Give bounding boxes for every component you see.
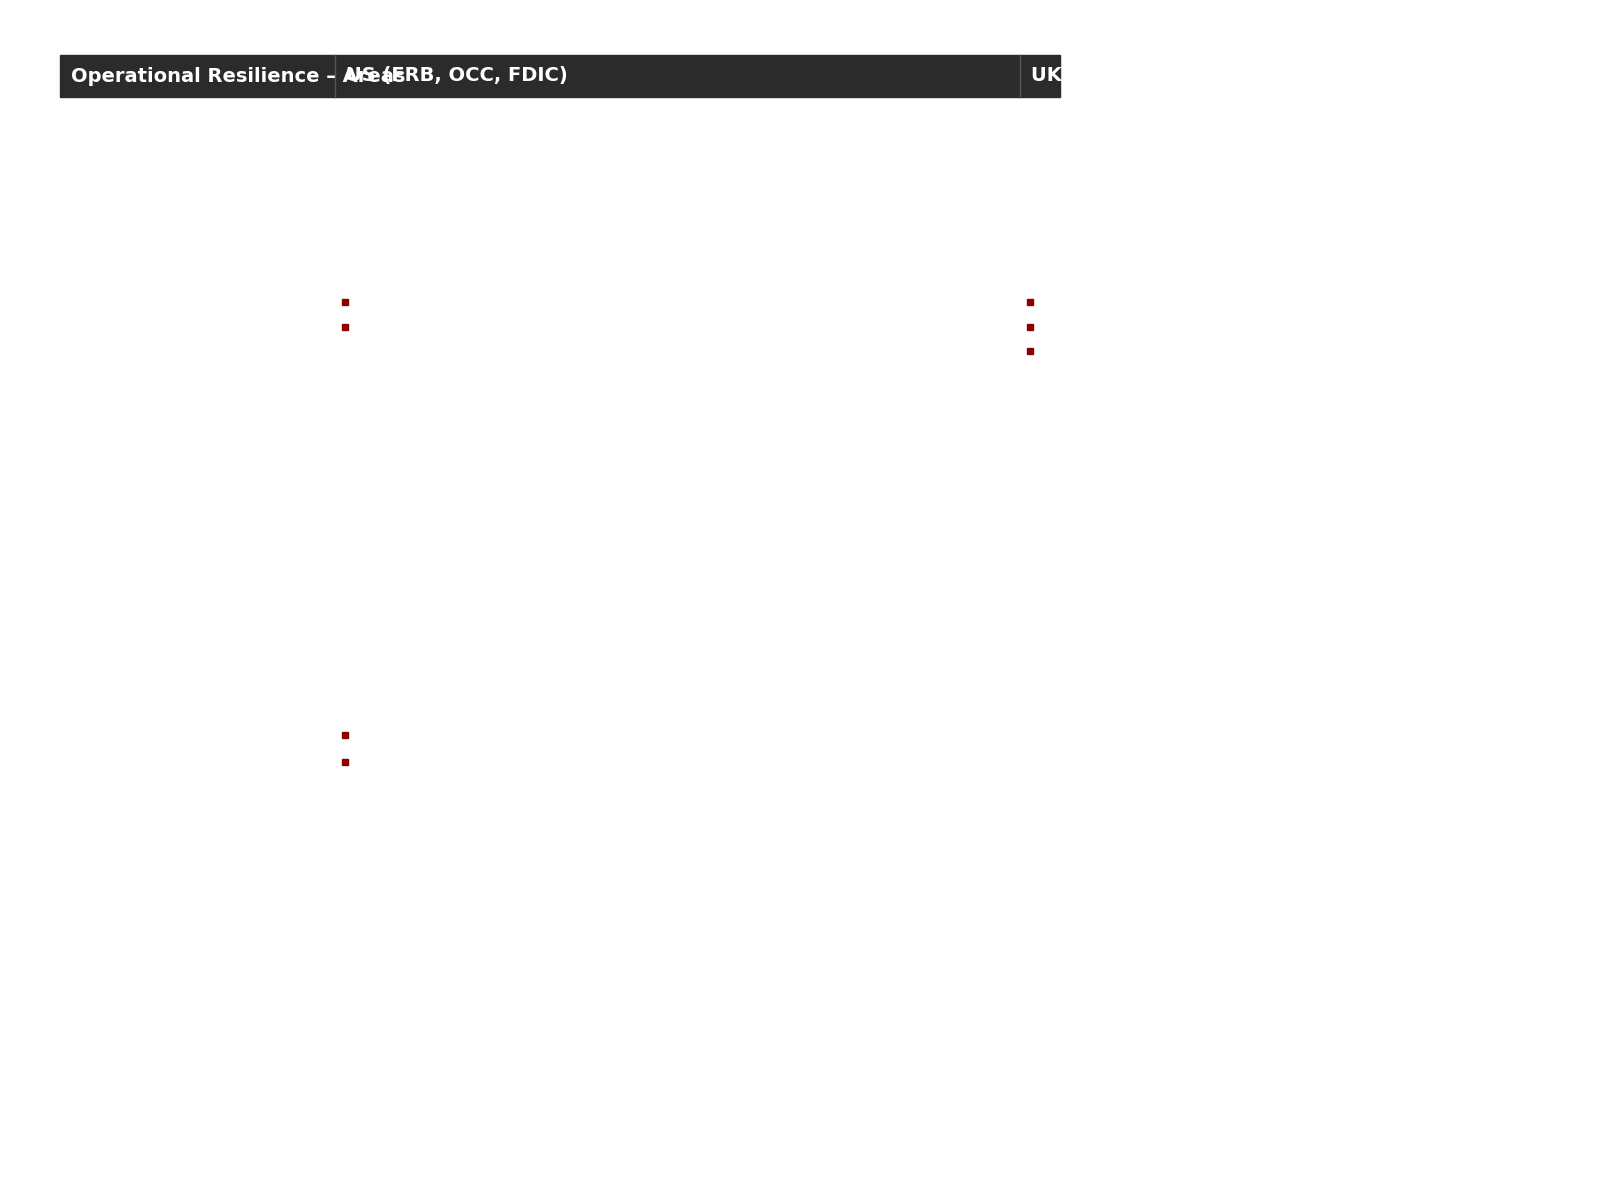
Text: Operational Resilience – Areas: Operational Resilience – Areas — [72, 66, 405, 85]
Text: UK (PRA, FCA): UK (PRA, FCA) — [1032, 66, 1187, 85]
Text: US (FRB, OCC, FDIC): US (FRB, OCC, FDIC) — [346, 66, 568, 85]
Bar — [61, 55, 1059, 97]
